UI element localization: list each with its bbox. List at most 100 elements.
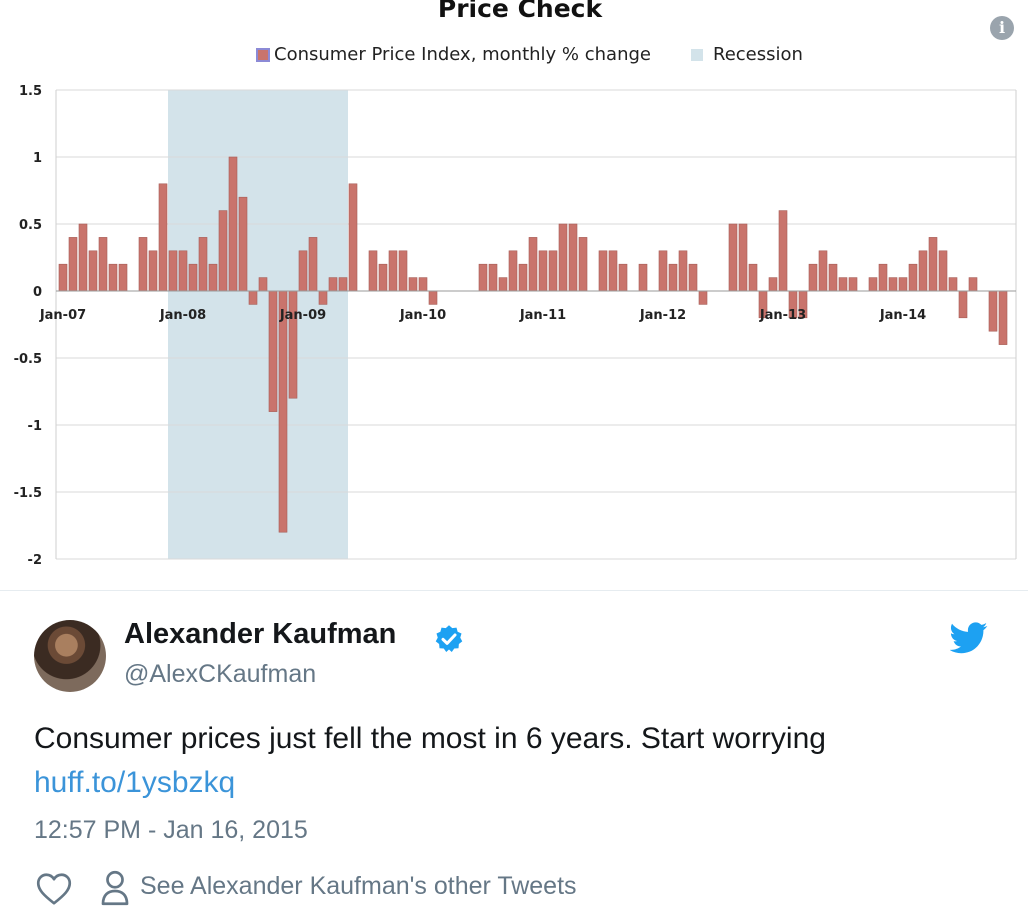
twitter-bird-icon[interactable] bbox=[950, 622, 988, 654]
cpi-bar bbox=[918, 250, 928, 292]
cpi-bar bbox=[988, 290, 998, 332]
author-name[interactable]: Alexander Kaufman bbox=[124, 618, 397, 650]
x-tick-label: Jan-10 bbox=[399, 308, 446, 323]
cpi-bar bbox=[298, 250, 308, 292]
see-other-tweets-link[interactable]: See Alexander Kaufman's other Tweets bbox=[140, 872, 577, 900]
cpi-bar bbox=[218, 210, 228, 292]
cpi-bar bbox=[968, 277, 978, 292]
cpi-bar bbox=[248, 290, 258, 305]
x-tick-label: Jan-12 bbox=[639, 308, 686, 323]
cpi-bar bbox=[898, 277, 908, 292]
cpi-bar bbox=[228, 156, 238, 292]
cpi-bar bbox=[828, 263, 838, 292]
cpi-bar bbox=[118, 263, 128, 292]
y-tick-label: -1.5 bbox=[14, 486, 42, 501]
cpi-bar bbox=[838, 277, 848, 292]
cpi-bar bbox=[498, 277, 508, 292]
cpi-bar bbox=[268, 290, 278, 412]
cpi-bar bbox=[808, 263, 818, 292]
person-icon bbox=[101, 870, 129, 906]
cpi-bar bbox=[208, 263, 218, 292]
cpi-bar bbox=[278, 290, 288, 533]
author-handle[interactable]: @AlexCKaufman bbox=[124, 660, 317, 688]
cpi-bar bbox=[318, 290, 328, 305]
chart-image: Price Check i Consumer Price Index, mont… bbox=[14, 0, 1017, 568]
cpi-bar bbox=[818, 250, 828, 292]
avatar[interactable] bbox=[34, 620, 106, 692]
cpi-bar bbox=[618, 263, 628, 292]
chart-title: Price Check bbox=[437, 0, 603, 23]
legend-swatch-recession bbox=[691, 48, 703, 61]
cpi-bar bbox=[948, 277, 958, 292]
cpi-bar bbox=[308, 237, 318, 292]
cpi-bar bbox=[398, 250, 408, 292]
y-tick-label: 1.5 bbox=[19, 84, 42, 99]
x-tick-label: Jan-09 bbox=[279, 308, 326, 323]
cpi-bar bbox=[368, 250, 378, 292]
legend-swatch-cpi bbox=[256, 47, 270, 62]
cpi-bar bbox=[608, 250, 618, 292]
tweet-timestamp[interactable]: 12:57 PM - Jan 16, 2015 bbox=[34, 816, 308, 844]
cpi-bar bbox=[518, 263, 528, 292]
legend-label-cpi: Consumer Price Index, monthly % change bbox=[274, 44, 651, 65]
cpi-bar bbox=[488, 263, 498, 292]
y-tick-label: -1 bbox=[28, 419, 42, 434]
cpi-bar bbox=[668, 263, 678, 292]
cpi-bar bbox=[598, 250, 608, 292]
cpi-bar bbox=[658, 250, 668, 292]
cpi-bar bbox=[728, 223, 738, 292]
cpi-bar bbox=[378, 263, 388, 292]
cpi-bar bbox=[408, 277, 418, 292]
cpi-bar bbox=[158, 183, 168, 292]
cpi-bar bbox=[888, 277, 898, 292]
cpi-bar bbox=[908, 263, 918, 292]
tweet-text: Consumer prices just fell the most in 6 … bbox=[34, 722, 826, 755]
cpi-bar bbox=[68, 237, 78, 292]
cpi-bar bbox=[188, 263, 198, 292]
cpi-bar bbox=[138, 237, 148, 292]
cpi-bar bbox=[168, 250, 178, 292]
cpi-bar bbox=[418, 277, 428, 292]
cpi-bar bbox=[928, 237, 938, 292]
cpi-bar bbox=[328, 277, 338, 292]
cpi-bar bbox=[88, 250, 98, 292]
cpi-bar bbox=[528, 237, 538, 292]
cpi-bar bbox=[508, 250, 518, 292]
cpi-bar bbox=[478, 263, 488, 292]
cpi-bar bbox=[538, 250, 548, 292]
cpi-bar bbox=[748, 263, 758, 292]
x-tick-label: Jan-14 bbox=[879, 308, 926, 323]
cpi-bar bbox=[688, 263, 698, 292]
cpi-bar bbox=[428, 290, 438, 305]
cpi-bar bbox=[998, 290, 1008, 345]
verified-badge-icon bbox=[435, 625, 463, 652]
cpi-bar bbox=[338, 277, 348, 292]
cpi-bar bbox=[558, 223, 568, 292]
info-icon[interactable]: i bbox=[990, 16, 1014, 40]
cpi-bar bbox=[698, 290, 708, 305]
y-tick-label: 0 bbox=[33, 285, 42, 300]
cpi-bar bbox=[78, 223, 88, 292]
divider bbox=[0, 590, 1028, 591]
cpi-bar bbox=[108, 263, 118, 292]
cpi-bar bbox=[238, 196, 248, 292]
cpi-bar bbox=[58, 263, 68, 292]
cpi-bar bbox=[848, 277, 858, 292]
cpi-bar bbox=[938, 250, 948, 292]
x-tick-label: Jan-11 bbox=[519, 308, 566, 323]
cpi-bar bbox=[98, 237, 108, 292]
cpi-bar bbox=[348, 183, 358, 292]
cpi-bar bbox=[578, 237, 588, 292]
cpi-bar bbox=[198, 237, 208, 292]
tweet-link[interactable]: huff.to/1ysbzkq bbox=[34, 766, 236, 799]
recession-band bbox=[168, 90, 348, 559]
cpi-bar bbox=[178, 250, 188, 292]
cpi-bar bbox=[568, 223, 578, 292]
cpi-bar bbox=[258, 277, 268, 292]
heart-icon[interactable] bbox=[36, 872, 72, 906]
cpi-bar bbox=[778, 210, 788, 292]
legend-label-recession: Recession bbox=[713, 44, 803, 65]
x-tick-label: Jan-08 bbox=[159, 308, 206, 323]
y-tick-label: 0.5 bbox=[19, 218, 42, 233]
cpi-bar bbox=[638, 263, 648, 292]
